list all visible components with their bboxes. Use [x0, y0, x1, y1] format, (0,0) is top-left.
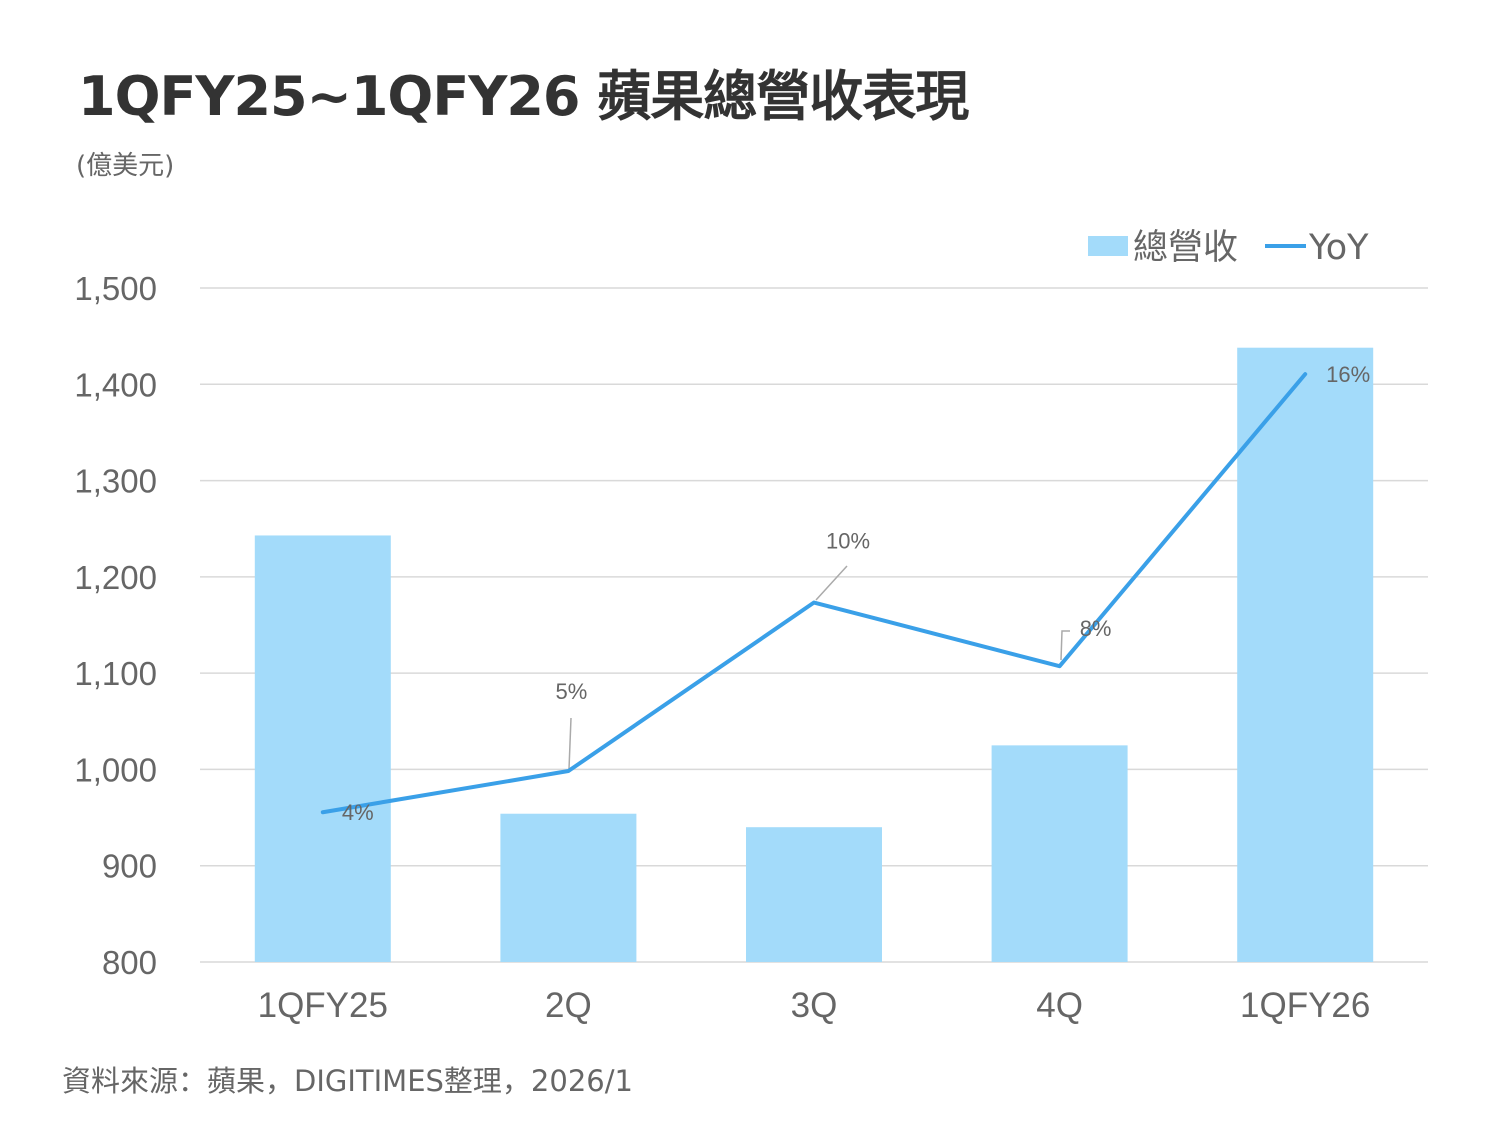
legend-swatch-revenue — [1088, 236, 1128, 256]
legend-label-yoy: YoY — [1308, 228, 1369, 268]
x-tick-label: 3Q — [791, 986, 838, 1025]
legend-label-revenue: 總營收 — [1133, 228, 1238, 268]
y-tick-label: 1,000 — [74, 751, 157, 788]
bar-2Q — [500, 813, 637, 962]
y-tick-label: 1,300 — [74, 463, 157, 500]
source-note: 資料來源：蘋果，DIGITIMES整理，2026/1 — [62, 1064, 633, 1098]
y-tick-label: 1,200 — [74, 559, 157, 596]
y-tick-label: 1,400 — [74, 366, 157, 403]
y-tick-label: 800 — [102, 944, 157, 981]
x-tick-label: 1QFY25 — [258, 986, 388, 1025]
x-tick-label: 1QFY26 — [1240, 986, 1370, 1025]
bar-3Q — [746, 827, 882, 962]
leader-line — [815, 565, 848, 601]
bar-1QFY26 — [1237, 347, 1374, 962]
x-tick-label: 4Q — [1036, 986, 1083, 1025]
y-tick-label: 1,100 — [74, 655, 157, 692]
data-label: 4% — [342, 800, 374, 825]
data-label: 10% — [826, 529, 870, 554]
y-tick-label: 1,500 — [74, 270, 157, 307]
y-axis-unit: (億美元) — [76, 151, 175, 181]
data-label: 5% — [556, 679, 588, 704]
bar-4Q — [991, 745, 1128, 962]
data-label: 16% — [1326, 362, 1370, 387]
x-tick-label: 2Q — [545, 986, 592, 1025]
leader-line — [568, 717, 572, 770]
yoy-line — [320, 372, 1308, 815]
bar-1QFY25 — [254, 535, 391, 962]
chart-title: 1QFY25~1QFY26 蘋果總營收表現 — [78, 65, 969, 128]
data-label: 8% — [1080, 616, 1112, 641]
leader-line — [1060, 630, 1070, 661]
y-tick-label: 900 — [102, 848, 157, 885]
